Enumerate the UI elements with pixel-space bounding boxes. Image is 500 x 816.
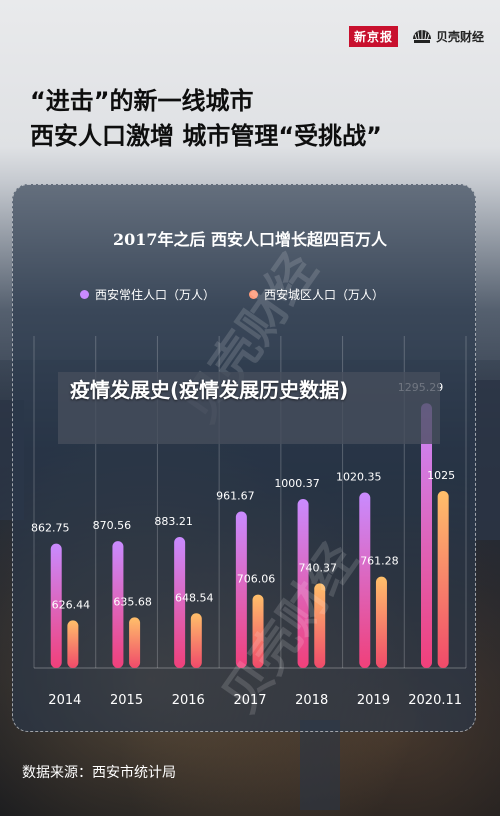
xinjingbao-logo: 新京报	[348, 26, 398, 47]
headline: “进击”的新一线城市 西安人口激增 城市管理“受挑战”	[30, 84, 382, 154]
bar-resident-2019	[359, 492, 371, 668]
bar-resident-2018	[297, 498, 309, 668]
beike-logo-text: 贝壳财经	[435, 30, 484, 44]
bar-resident-2016	[174, 537, 186, 668]
value-label-resident-2018: 1000.37	[274, 477, 320, 490]
caption-overlay-text: 疫情发展史(疫情发展历史数据)	[70, 378, 349, 402]
bar-urban-2016	[190, 613, 202, 668]
chart-bars	[50, 403, 449, 668]
bar-resident-2020.11	[421, 403, 433, 668]
legend-label-urban: 西安城区人口（万人）	[264, 288, 385, 302]
bar-urban-2015	[129, 617, 141, 668]
chart-x-ticks: 2014 2015 2016 2017 2018 2019 2020.11	[48, 693, 462, 708]
value-label-urban-2014: 626.44	[52, 598, 91, 611]
bar-urban-2018	[314, 583, 326, 668]
shell-icon	[412, 29, 431, 43]
x-tick-label-2016: 2016	[172, 693, 205, 708]
bar-resident-2015	[112, 541, 124, 668]
value-label-urban-2015: 635.68	[113, 595, 152, 608]
value-label-resident-2016: 883.21	[154, 515, 193, 528]
data-source: 数据来源：西安市统计局	[22, 765, 176, 781]
legend-item-resident: 西安常住人口（万人）	[80, 286, 215, 303]
x-tick-label-2017: 2017	[233, 693, 266, 708]
legend-item-urban: 西安城区人口（万人）	[249, 286, 384, 303]
bar-resident-2014	[50, 543, 62, 668]
legend-label-resident: 西安常住人口（万人）	[95, 288, 216, 302]
bar-urban-2019	[375, 576, 387, 668]
value-label-urban-2016: 648.54	[175, 591, 214, 604]
legend-dot-urban	[249, 290, 259, 299]
bar-urban-2017	[252, 594, 264, 668]
value-label-urban-2019: 761.28	[360, 555, 399, 568]
value-label-resident-2015: 870.56	[93, 519, 132, 532]
x-tick-label-2015: 2015	[110, 693, 143, 708]
x-tick-label-2014: 2014	[48, 693, 81, 708]
headline-line-1: “进击”的新一线城市	[30, 87, 254, 115]
bar-resident-2017	[235, 511, 247, 668]
x-tick-label-2018: 2018	[295, 693, 328, 708]
value-label-resident-2017: 961.67	[216, 490, 255, 503]
beike-caijing-logo: 贝壳财经	[412, 28, 484, 45]
x-tick-label-2019: 2019	[357, 693, 390, 708]
value-label-urban-2017: 706.06	[237, 573, 276, 586]
caption-overlay-box	[58, 372, 440, 444]
value-label-resident-2014: 862.75	[31, 522, 70, 535]
value-label-urban-2018: 740.37	[298, 561, 337, 574]
brand-logos: 新京报 贝壳财经	[348, 26, 484, 47]
value-label-urban-2020.11: 1025	[427, 469, 455, 482]
x-tick-label-2020.11: 2020.11	[408, 693, 462, 708]
legend-dot-resident	[80, 290, 89, 299]
chart-title: 2017年之后 西安人口增长超四百万人	[112, 230, 388, 249]
value-label-resident-2019: 1020.35	[336, 470, 382, 483]
bar-urban-2014	[67, 620, 79, 668]
chart-legend: 西安常住人口（万人） 西安城区人口（万人）	[80, 286, 384, 303]
headline-line-2: 西安人口激增 城市管理“受挑战”	[30, 122, 382, 150]
bar-urban-2020.11	[437, 490, 449, 668]
